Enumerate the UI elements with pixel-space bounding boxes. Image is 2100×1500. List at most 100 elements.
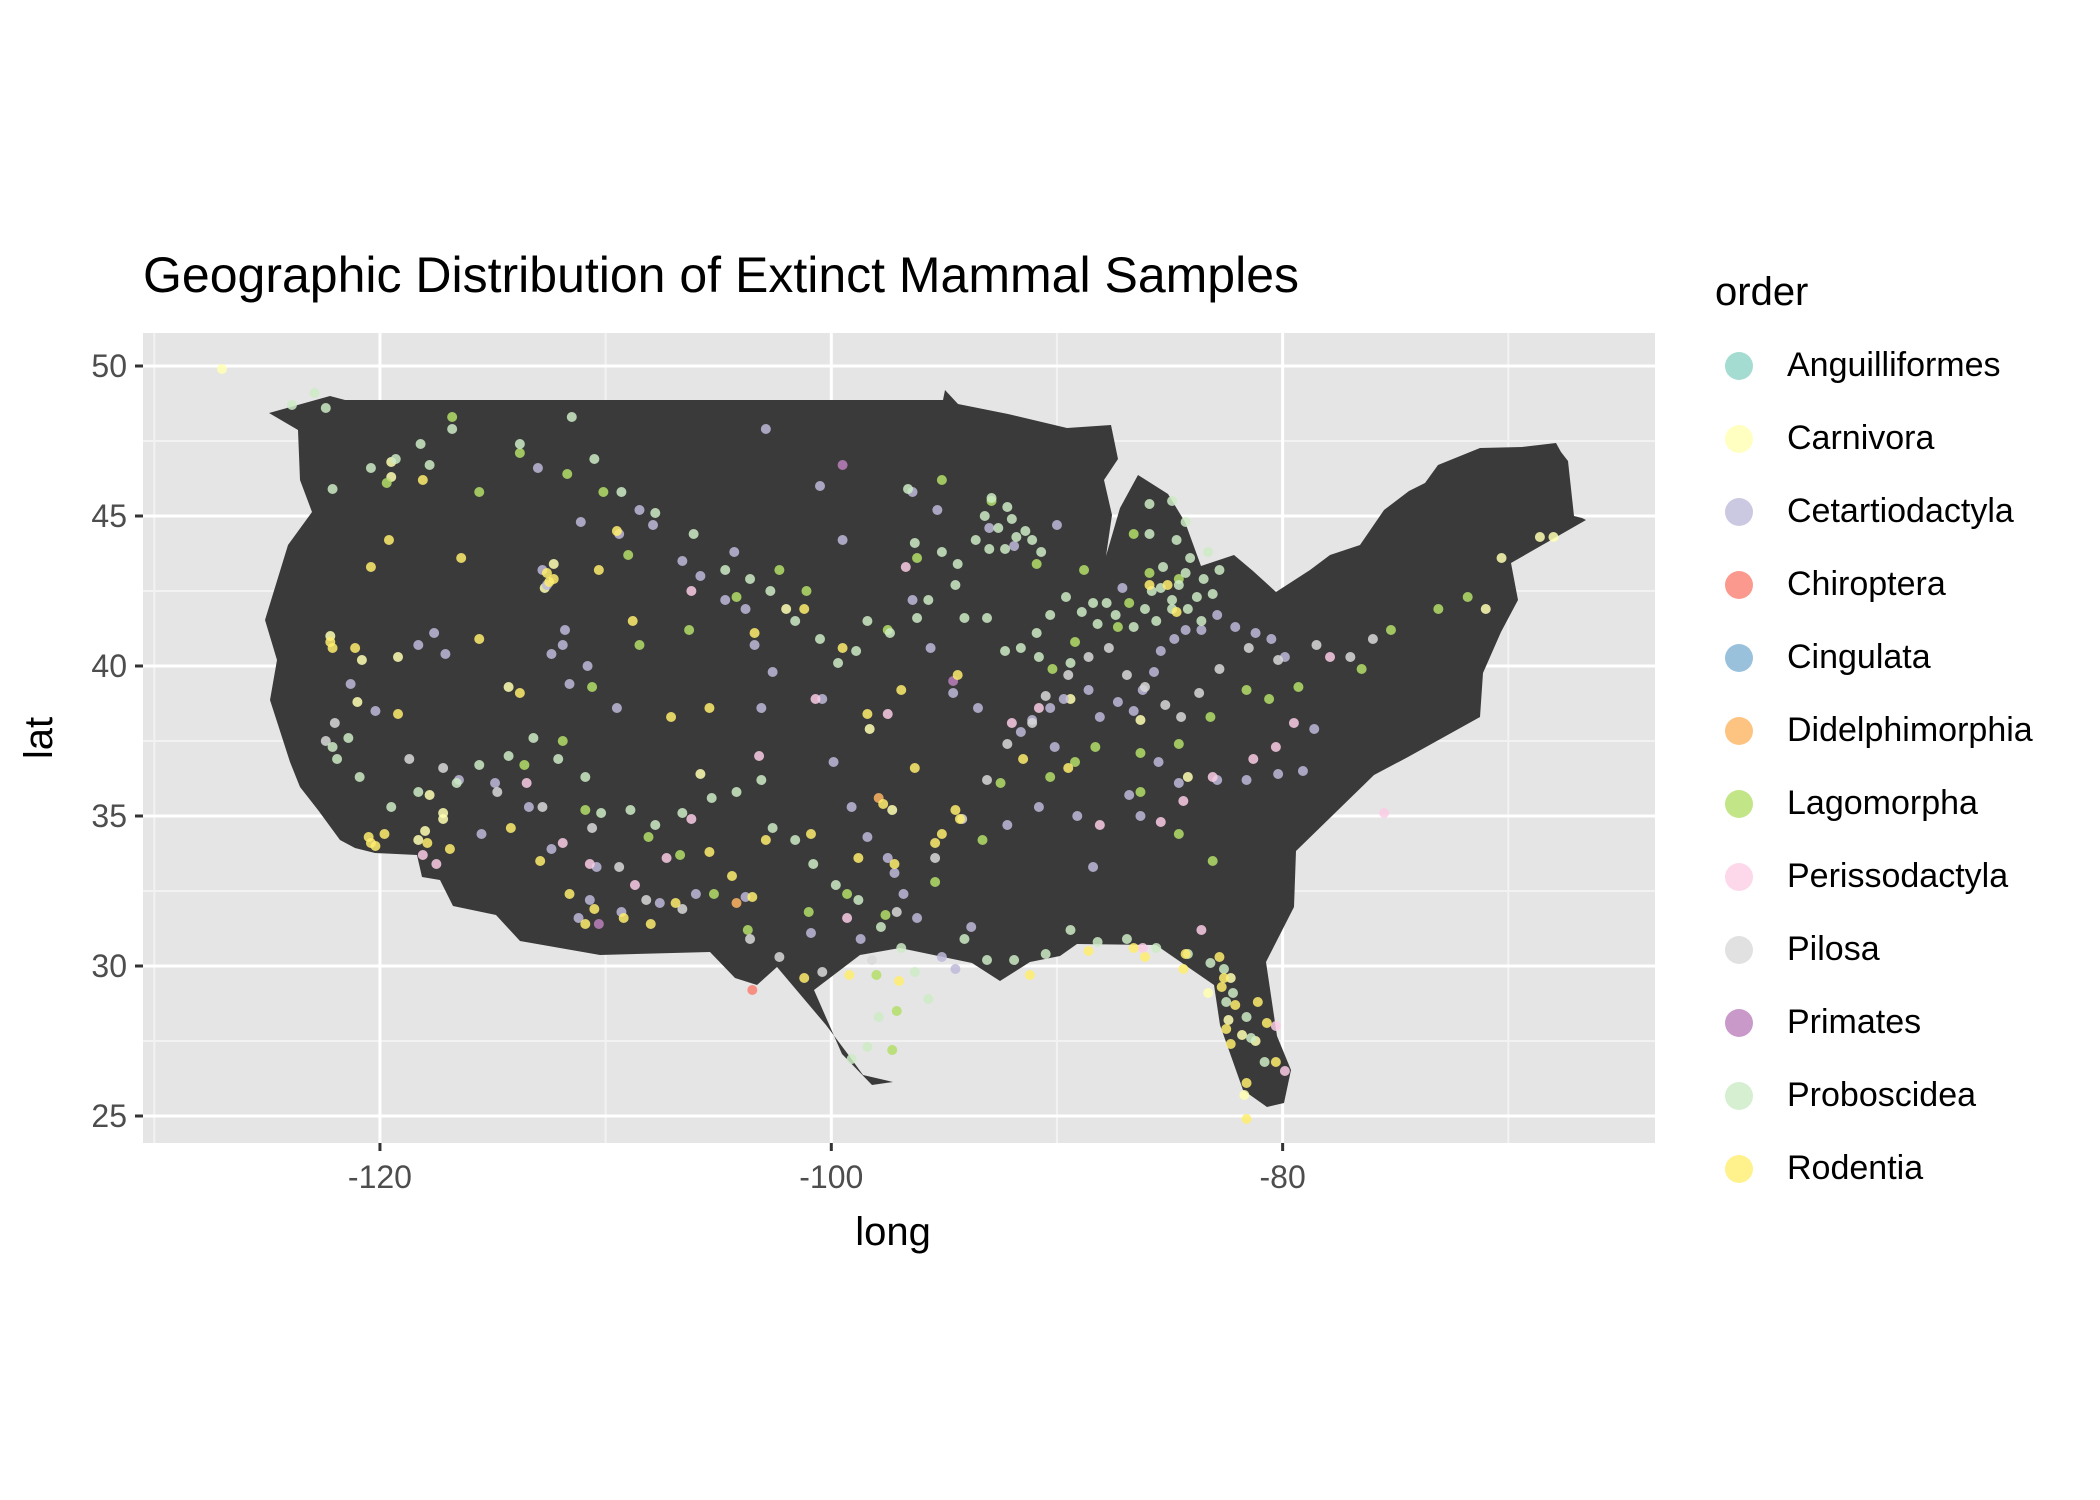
legend-title: order [1715, 270, 1809, 314]
point-cetartiodactyla [1094, 712, 1105, 722]
legend-key-pilosa [1715, 926, 1763, 974]
point-cetartiodactyla [815, 481, 826, 491]
point-cetartiodactyla [1155, 646, 1166, 656]
point-rodentia [1252, 997, 1263, 1007]
point-rodentia [505, 823, 516, 833]
point-proboscidea [959, 934, 970, 944]
point-cetartiodactyla [898, 889, 909, 899]
legend-key-proboscidea [1715, 1072, 1763, 1120]
point-perissodactyla [521, 778, 532, 788]
point-proboscidea [884, 628, 895, 638]
legend-key-primates [1715, 999, 1763, 1047]
point-proboscidea [566, 412, 577, 422]
point-proboscidea [862, 1042, 873, 1052]
point-perissodactyla [1006, 718, 1017, 728]
point-proboscidea [993, 523, 1004, 533]
legend-dot-pilosa [1725, 935, 1753, 964]
legend-key-perissodactyla [1715, 853, 1763, 901]
point-rodentia [456, 553, 467, 563]
point-rodentia [535, 856, 546, 866]
point-proboscidea [851, 646, 862, 656]
point-proboscidea [909, 538, 920, 548]
point-lagomorpha [1241, 685, 1252, 695]
point-perissodactyla [1137, 943, 1148, 953]
x-tick-label: -80 [1260, 1159, 1306, 1195]
point-cetartiodactyla [925, 643, 936, 653]
point-perissodactyla [1094, 820, 1105, 830]
point-proboscidea [936, 547, 947, 557]
point-proboscidea [286, 400, 297, 410]
point-rodentia [1216, 982, 1227, 992]
point-carnivora [1239, 1090, 1250, 1100]
point-cetartiodactyla [767, 667, 778, 677]
point-rodentia [1241, 1078, 1252, 1088]
point-rodentia [1128, 943, 1139, 953]
point-proboscidea [1121, 934, 1132, 944]
legend-item-lagomorpha: Lagomorpha [1715, 767, 2033, 840]
point-lagomorpha [1356, 664, 1367, 674]
point-proboscidea [580, 772, 591, 782]
point-lagomorpha [1047, 664, 1058, 674]
point-cetartiodactyla [907, 595, 918, 605]
point-rodentia [645, 919, 656, 929]
point-lagomorpha [1205, 712, 1216, 722]
point-proboscidea [1218, 964, 1229, 974]
y-tick-label: 45 [91, 498, 127, 534]
point-primates [837, 460, 848, 470]
point-lagomorpha [675, 850, 686, 860]
point-rodentia [853, 853, 864, 863]
point-lagomorpha [634, 640, 645, 650]
point-proboscidea [1182, 604, 1193, 614]
point-perissodactyla [417, 850, 428, 860]
point-rodentia [444, 844, 455, 854]
point-proboscidea [451, 778, 462, 788]
point-cetartiodactyla [1124, 790, 1135, 800]
point-rodentia [514, 688, 525, 698]
point-carnivora [438, 814, 449, 824]
point-cetartiodactyla [1009, 541, 1020, 551]
point-proboscidea [447, 424, 458, 434]
point-proboscidea [1158, 562, 1169, 572]
point-proboscidea [589, 454, 600, 464]
point-cetartiodactyla [720, 595, 731, 605]
legend-item-anguilliformes: Anguilliformes [1715, 329, 2033, 402]
legend-dot-cingulata [1725, 643, 1753, 672]
point-rodentia [580, 919, 591, 929]
point-rodentia [1180, 949, 1191, 959]
point-proboscidea [1033, 652, 1044, 662]
point-proboscidea [1203, 547, 1214, 557]
point-carnivora [887, 805, 898, 815]
point-perissodactyla [900, 562, 911, 572]
x-tick-label: -100 [799, 1159, 863, 1195]
point-carnivora [1203, 988, 1214, 998]
point-proboscidea [982, 955, 993, 965]
point-perissodactyla [661, 853, 672, 863]
legend-item-didelphimorphia: Didelphimorphia [1715, 694, 2033, 767]
point-proboscidea [1036, 547, 1047, 557]
point-proboscidea [875, 922, 886, 932]
point-lagomorpha [708, 889, 719, 899]
point-carnivora [1480, 604, 1491, 614]
legend-item-perissodactyla: Perissodactyla [1715, 840, 2033, 913]
point-pilosa [1243, 643, 1254, 653]
legend-item-cingulata: Cingulata [1715, 621, 2033, 694]
point-pilosa [1367, 634, 1378, 644]
point-pilosa [1194, 688, 1205, 698]
point-pilosa [930, 853, 941, 863]
point-lagomorpha [803, 907, 814, 917]
point-rodentia [894, 976, 904, 986]
point-cetartiodactyla [1015, 727, 1026, 737]
point-lagomorpha [1128, 529, 1139, 539]
point-carnivora [548, 559, 559, 569]
point-pilosa [1214, 664, 1225, 674]
point-cetartiodactyla [805, 928, 816, 938]
point-cetartiodactyla [1135, 811, 1146, 821]
legend-key-carnivora [1715, 415, 1763, 463]
point-carnivora [424, 790, 435, 800]
legend-dot-didelphimorphia [1725, 716, 1753, 745]
point-proboscidea [1259, 1057, 1270, 1067]
point-rodentia [474, 634, 485, 644]
point-perissodactyla [1155, 817, 1166, 827]
point-cetartiodactyla [584, 895, 595, 905]
point-cetartiodactyla [882, 853, 893, 863]
